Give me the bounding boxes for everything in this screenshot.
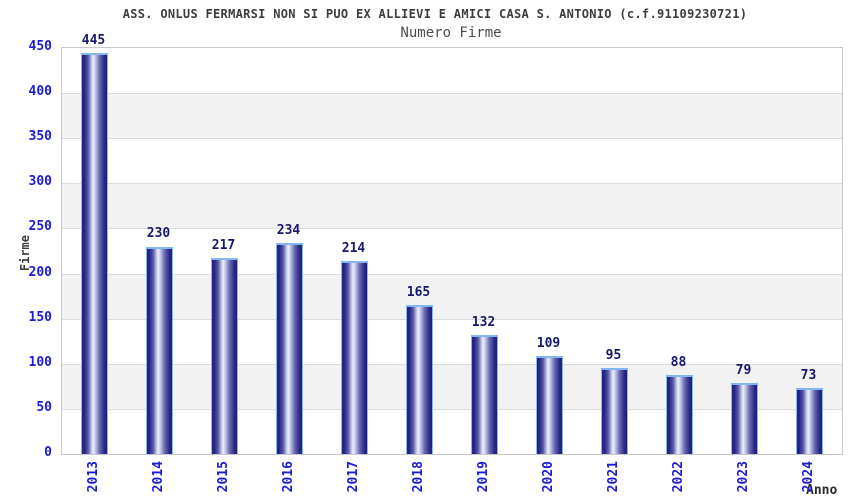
chart-title: ASS. ONLUS FERMARSI NON SI PUO EX ALLIEV… xyxy=(122,7,748,21)
bar-2014 xyxy=(146,246,173,454)
x-axis-label: Anno xyxy=(806,483,838,498)
bar-value-label: 234 xyxy=(276,222,301,238)
bar-value-label: 214 xyxy=(341,240,366,256)
x-tick-label: 2023 xyxy=(735,461,751,493)
grid-band-gray xyxy=(62,363,842,409)
y-tick-label: 0 xyxy=(44,445,52,460)
bar-value-label: 79 xyxy=(735,362,752,378)
bar-2017 xyxy=(341,260,368,454)
bar-2016 xyxy=(276,242,303,454)
y-tick-label: 250 xyxy=(28,219,52,235)
bar-2022 xyxy=(666,374,693,454)
grid-band-gray xyxy=(62,183,842,229)
x-tick-label: 2016 xyxy=(280,461,296,493)
bar-value-label: 73 xyxy=(800,368,817,384)
bar-value-label: 230 xyxy=(146,226,171,242)
y-tick-label: 200 xyxy=(28,264,52,280)
bar-value-label: 95 xyxy=(605,348,622,364)
y-tick-label: 50 xyxy=(36,399,52,415)
bar-2015 xyxy=(211,258,238,454)
x-tick-label: 2024 xyxy=(800,461,816,493)
bar-2021 xyxy=(601,368,628,454)
x-tick-label: 2015 xyxy=(215,461,231,493)
y-tick-label: 100 xyxy=(28,354,52,370)
chart-subtitle: Numero Firme xyxy=(400,25,502,41)
grid-band-white xyxy=(62,408,842,454)
bar-2024 xyxy=(796,388,823,454)
x-tick-label: 2020 xyxy=(540,461,556,493)
y-tick-label: 150 xyxy=(28,309,52,325)
bar-2019 xyxy=(471,334,498,454)
grid-band-white xyxy=(62,318,842,364)
y-tick-label: 300 xyxy=(28,174,52,190)
bar-value-label: 217 xyxy=(211,238,236,254)
plot-area xyxy=(61,47,843,455)
grid-band-gray xyxy=(62,93,842,139)
bar-2023 xyxy=(731,382,758,454)
x-tick-label: 2019 xyxy=(475,461,491,493)
bar-2018 xyxy=(406,305,433,454)
x-tick-label: 2021 xyxy=(605,461,621,493)
bar-value-label: 445 xyxy=(81,32,106,48)
bar-value-label: 165 xyxy=(406,285,431,301)
grid-band-white xyxy=(62,138,842,184)
x-tick-label: 2014 xyxy=(150,461,166,493)
x-tick-label: 2017 xyxy=(345,461,361,493)
y-tick-label: 450 xyxy=(28,39,52,54)
bar-value-label: 132 xyxy=(471,314,496,330)
grid-band-white xyxy=(62,228,842,274)
bar-2020 xyxy=(536,355,563,454)
x-tick-label: 2013 xyxy=(85,461,101,493)
grid-band-white xyxy=(62,48,842,94)
x-tick-label: 2022 xyxy=(670,461,686,493)
y-tick-label: 400 xyxy=(28,84,52,100)
bar-value-label: 109 xyxy=(536,335,561,351)
x-tick-label: 2018 xyxy=(410,461,426,493)
grid-band-gray xyxy=(62,273,842,319)
bar-2013 xyxy=(81,52,108,454)
y-tick-label: 350 xyxy=(28,129,52,145)
bar-value-label: 88 xyxy=(670,354,687,370)
